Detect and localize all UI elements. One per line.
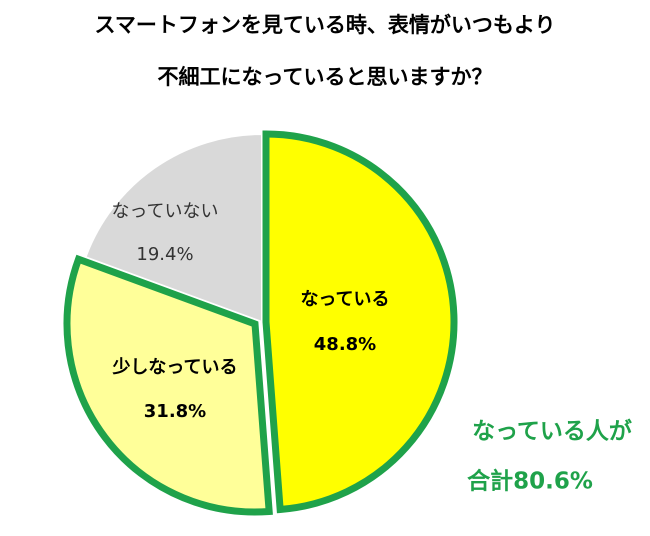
annotation: なっている人が: [472, 418, 632, 445]
slice-label: なっていない: [111, 201, 218, 222]
value-label: 31.8%: [144, 401, 206, 422]
annotation: 合計80.6%: [467, 468, 593, 495]
chart-title: スマートフォンを見ている時、表情がいつもより: [95, 13, 556, 37]
slice-label: 少しなっている: [111, 357, 237, 378]
value-label: 48.8%: [314, 334, 376, 355]
chart-title: 不細工になっていると思いますか？: [158, 65, 493, 89]
pie-slice: [262, 130, 458, 514]
pie-slice: [63, 254, 273, 516]
value-label: 19.4%: [136, 244, 193, 265]
pie-slice: [84, 132, 263, 324]
slice-label: なっている: [300, 289, 389, 310]
